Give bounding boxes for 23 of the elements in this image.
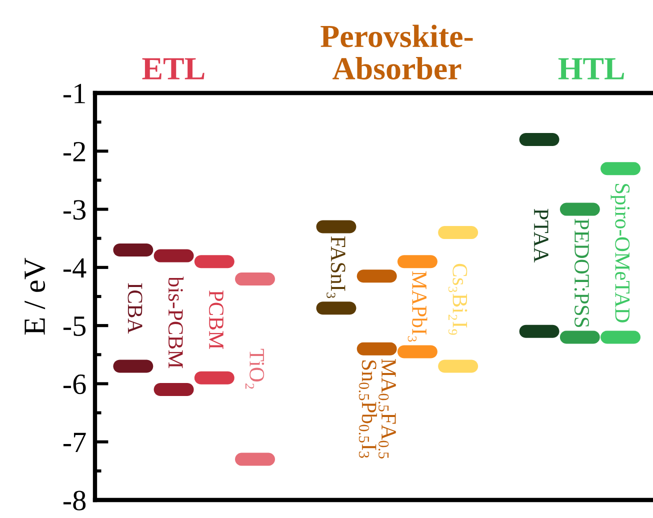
x-tick-label: ICBA — [128, 283, 142, 334]
y-tick-label: -5 — [63, 316, 86, 336]
x-tick-label: MAPbI₃ — [408, 271, 428, 342]
y-tick-label: -1 — [63, 84, 85, 104]
x-tick-label: PEDOT:PSS — [574, 218, 589, 328]
x-tick-label: PCBM — [209, 290, 224, 350]
x-tick-label: PTAA — [534, 208, 548, 263]
y-tick-label: -3 — [63, 200, 86, 220]
text: Perovskite- Absorber — [320, 24, 473, 80]
category-label: MA$_{0.5}$FA$_{0.5}$ Sn$_{0.5}$Pb$_{0.5}$I$_{3}$ — [358, 358, 396, 458]
text: HTL — [558, 58, 624, 80]
x-tick-label: TiO₂ — [245, 348, 264, 389]
y-tick-label: -8 — [63, 490, 86, 510]
x-tick-label: Spiro-OMeTAD — [610, 184, 630, 322]
x-tick-label: FASnI₃ — [326, 236, 346, 298]
y-tick-label: -2 — [63, 142, 86, 162]
y-tick-label: -4 — [63, 258, 86, 278]
y-axis-title: E / eV — [24, 258, 46, 335]
y-tick-label: -6 — [63, 374, 86, 394]
x-tick-label: Cs₃Bi₂I₉ — [448, 264, 468, 335]
x-tick-label: bis-PCBM — [168, 276, 184, 368]
text: ETL — [142, 58, 204, 80]
y-tick-label: -7 — [63, 432, 86, 452]
